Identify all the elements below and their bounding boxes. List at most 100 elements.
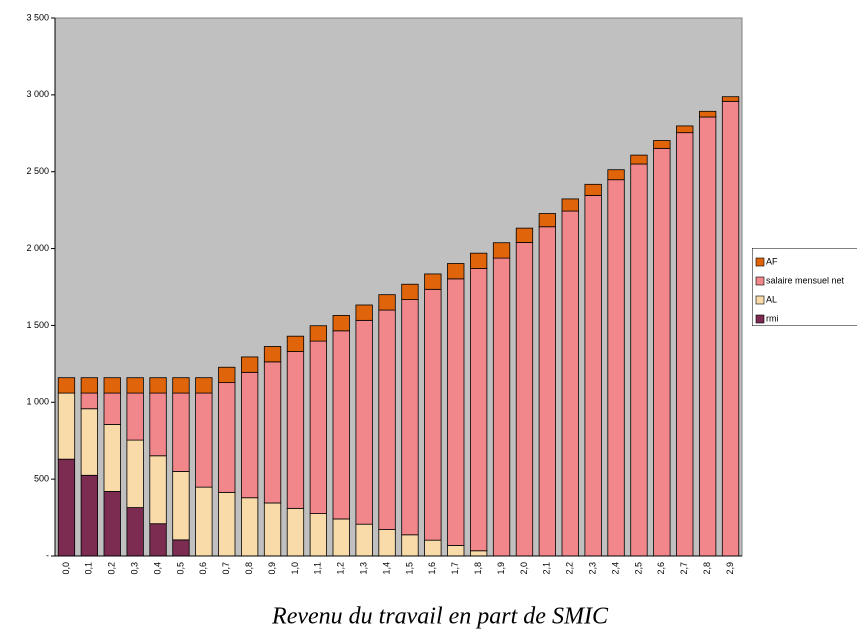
y-tick-label: 1 500	[26, 320, 49, 330]
legend-label: AF	[766, 256, 778, 266]
bar-segment	[424, 539, 442, 557]
bar-segment	[126, 392, 144, 441]
x-tick-label: 1,7	[450, 562, 460, 575]
bar-segment	[492, 257, 511, 557]
bar-segment	[676, 125, 694, 134]
x-tick-label: 1,8	[473, 562, 483, 575]
bar-segment	[538, 213, 556, 228]
legend-swatch	[755, 276, 765, 286]
bar-segment	[80, 408, 98, 476]
x-tick-label: 2,1	[542, 562, 552, 575]
legend: AF salaire mensuel net AL rmi	[752, 248, 857, 326]
y-tick-label: -	[46, 550, 49, 560]
x-tick-label: 1,4	[381, 562, 391, 575]
bar-segment	[103, 491, 121, 557]
bar-segment	[172, 392, 190, 472]
bar-segment	[401, 534, 419, 557]
bar-segment	[103, 392, 121, 425]
x-tick-label: 1,3	[359, 562, 369, 575]
x-tick-label: 1,1	[313, 562, 323, 575]
bar-segment	[195, 392, 213, 488]
legend-swatch	[755, 257, 765, 267]
x-tick-label: 2,9	[725, 562, 735, 575]
y-tick-label: 2 000	[26, 243, 49, 253]
x-tick-label: 2,3	[588, 562, 598, 575]
bar-segment	[263, 361, 282, 504]
legend-swatch	[755, 314, 765, 324]
bar-segment	[355, 319, 373, 525]
chart-title: Revenu du travail en part de SMIC	[271, 604, 609, 630]
x-tick-label: 0,0	[61, 562, 71, 575]
legend-swatch	[755, 295, 765, 305]
bar-segment	[584, 183, 602, 196]
x-tick-label: 0,1	[84, 562, 94, 575]
bar-segment	[80, 377, 98, 394]
bar-segment	[149, 455, 167, 525]
bar-segment	[630, 163, 648, 557]
bar-segment	[401, 299, 419, 536]
plot-area	[54, 17, 743, 557]
bar-segment	[699, 116, 717, 557]
y-tick-label: 1 000	[26, 397, 49, 407]
bar-segment	[470, 252, 488, 269]
bar-segment	[447, 544, 465, 557]
x-tick-label: 1,2	[336, 562, 346, 575]
bar-segment	[607, 169, 625, 181]
x-tick-label: 0,7	[221, 562, 231, 575]
y-tick-label: 500	[34, 474, 49, 484]
y-tick-label: 3 000	[26, 89, 49, 99]
bar-segment	[355, 523, 373, 557]
x-tick-label: 0,4	[152, 562, 162, 575]
bar-segment	[103, 424, 121, 492]
bar-segment	[263, 346, 282, 363]
bar-segment	[378, 529, 396, 557]
legend-box	[752, 248, 857, 326]
bar-segment	[676, 132, 694, 557]
x-tick-label: 2,4	[610, 562, 620, 575]
bar-segment	[286, 351, 305, 509]
bar-segment	[195, 377, 213, 394]
x-tick-label: 1,6	[427, 562, 437, 575]
bar-segment	[721, 100, 740, 557]
bar-segment	[241, 371, 259, 499]
bar-segment	[172, 471, 190, 541]
bar-segment	[424, 288, 442, 541]
bar-segment	[470, 268, 488, 552]
bar-segment	[286, 507, 305, 557]
bar-segment	[218, 382, 236, 493]
legend-label: AL	[766, 294, 777, 304]
bar-segment	[149, 392, 167, 457]
bar-segment	[653, 140, 671, 149]
bar-segment	[561, 210, 579, 557]
bar-segment	[149, 523, 167, 557]
bar-segment	[424, 273, 442, 290]
bar-segment	[721, 96, 740, 102]
bar-segment	[355, 304, 373, 321]
bar-segment	[653, 147, 671, 557]
bar-segment	[218, 366, 236, 384]
bar-segment	[538, 226, 556, 557]
bar-segment	[332, 330, 350, 520]
x-tick-label: 2,5	[633, 562, 643, 575]
x-tick-label: 0,2	[107, 562, 117, 575]
bar-segment	[378, 294, 396, 311]
x-tick-label: 2,2	[565, 562, 575, 575]
x-tick-label: 0,6	[198, 562, 208, 575]
x-tick-label: 2,8	[702, 562, 712, 575]
bar-segment	[263, 502, 282, 557]
bar-segment	[561, 198, 579, 212]
bar-segment	[149, 377, 167, 394]
bar-segment	[241, 356, 259, 373]
bar-segment	[286, 335, 305, 352]
x-tick-label: 0,9	[267, 562, 277, 575]
bar-segment	[57, 458, 76, 557]
bar-segment	[126, 507, 144, 557]
bar-segment	[699, 110, 717, 118]
bar-segment	[378, 309, 396, 530]
bar-segment	[515, 227, 534, 243]
x-tick-label: 0,3	[130, 562, 140, 575]
bar-segment	[332, 315, 350, 332]
x-tick-label: 2,6	[656, 562, 666, 575]
bar-segment	[126, 377, 144, 394]
bar-segment	[492, 242, 511, 259]
